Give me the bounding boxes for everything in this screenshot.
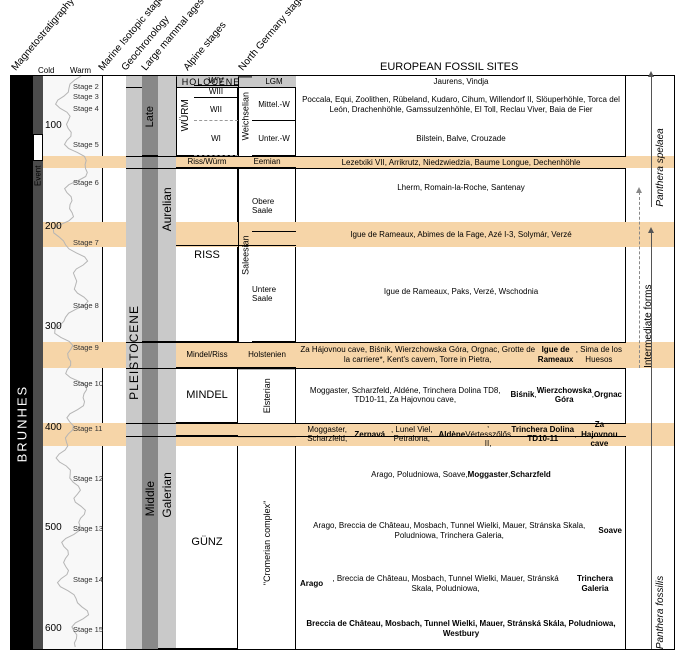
ytick: 600 <box>45 623 62 634</box>
fossil-row: Poccala, Equi, Zoolithen, Rübeland, Kuda… <box>296 88 626 121</box>
riss-midline <box>176 245 296 246</box>
pleistocene-label: PLEISTOCENE <box>126 177 142 529</box>
ytick: 200 <box>45 221 62 232</box>
stage-label: Stage 14 <box>73 575 103 584</box>
divider <box>126 423 626 424</box>
stage-label: Stage 5 <box>73 140 99 149</box>
fossil-row: Lezetxiki VII, Arrikrutz, Niedzwiedzia, … <box>296 156 626 168</box>
mammal-aurelian-label: Aurelian <box>158 76 176 342</box>
mammal-late-label: Late <box>142 76 158 156</box>
ngerm-holstenien: Holstenien <box>238 342 296 367</box>
stage-label: Stage 12 <box>73 474 103 483</box>
alpine-sub: WII <box>194 98 238 121</box>
stage-label: Stage 4 <box>73 104 99 113</box>
fossil-row: Moggaster, Scharzfeld, Aldéne, Trinchera… <box>296 368 626 423</box>
alpine-sub: WI <box>194 121 238 156</box>
alpine-mindel: MINDEL <box>176 368 238 423</box>
header-magneto: Magnetostratigraphy <box>10 0 77 73</box>
species-arrow <box>651 232 652 649</box>
stage-label: Stage 6 <box>73 178 99 187</box>
alpine-mindelriss: Mindel/Riss <box>176 342 238 367</box>
stratigraphic-chart: MagnetostratigraphyMarine Isotopic stage… <box>0 0 685 660</box>
species-label: Panthera spelaea <box>655 86 666 207</box>
divider <box>126 436 626 437</box>
arrowhead-icon <box>636 187 642 193</box>
ngerm-lgm: LGM <box>252 76 296 88</box>
fossil-row: Za Hájovnou cave, Biśnik, Wierzchowska G… <box>296 342 626 367</box>
fossil-row: Breccia de Château, Mosbach, Tunnel Wiel… <box>296 609 626 649</box>
column-headers: MagnetostratigraphyMarine Isotopic stage… <box>0 0 685 75</box>
stage-label: Stage 11 <box>73 424 102 433</box>
alpine-sub: WIII <box>194 86 238 98</box>
stage-label: Stage 13 <box>73 524 103 533</box>
divider <box>126 342 626 343</box>
species-label: Panthera fossilis <box>655 242 666 649</box>
alpine-riss: RISS <box>176 168 238 342</box>
ngerm-oberesaale: Obere Saale <box>252 182 296 232</box>
fossil-row: Lherm, Romain-la-Roche, Santenay <box>296 168 626 206</box>
mammal-middle-label: Middle <box>142 368 158 629</box>
fossil-title: EUROPEAN FOSSIL SITES <box>380 61 518 73</box>
ytick: 500 <box>45 522 62 533</box>
fossil-row: Bilstein, Balve, Crouzade <box>296 121 626 156</box>
fossil-row: Igue de Rameaux, Paks, Verzé, Wschodnia <box>296 257 626 327</box>
stage-label: Stage 3 <box>73 92 99 101</box>
stage-label: Stage 2 <box>73 82 99 91</box>
ytick: 100 <box>45 120 62 131</box>
ngerm-mittelw: Mittel.-W <box>252 88 296 121</box>
species-arrow-dashed <box>639 192 640 368</box>
stage-label: Stage 15 <box>73 625 103 634</box>
fossil-row: Jaurens, Vindja <box>296 76 626 88</box>
divider <box>126 156 626 157</box>
brunhes-label: BRUNHES <box>11 197 33 649</box>
alpine-wrm: WÜRMWIVWIIIWIIWI <box>176 76 238 156</box>
ngerm-elsterian: Elsterian <box>238 368 296 423</box>
mammal-galerian-label: Galerian <box>158 342 176 649</box>
divider <box>126 368 626 369</box>
alpine-gnz: GÜNZ <box>176 436 238 649</box>
ytick: 300 <box>45 321 62 332</box>
header-alpine: Alpine stages <box>182 20 229 73</box>
ngerm-unterw: Unter.-W <box>252 121 296 156</box>
alpine-sub: WIV <box>194 76 238 86</box>
fossil-row: Arago, Breccia de Château, Mosbach, Tunn… <box>296 503 626 558</box>
ngerm-eemian: Eemian <box>238 156 296 168</box>
header-warm: Warm <box>70 66 91 75</box>
stage-label: Stage 7 <box>73 238 99 247</box>
divider <box>126 168 626 169</box>
stage-label: Stage 8 <box>73 301 99 310</box>
fossil-row: Arago, Breccia de Château, Mosbach, Tunn… <box>296 559 626 609</box>
ngerm-saleesian: Saleesian <box>238 168 252 342</box>
fossil-row: Moggaster, Scharzfeld, Zernavá, Lunel Vi… <box>296 423 626 446</box>
ngerm-unteresaale: Untere Saale <box>252 247 296 343</box>
ngerm-weichselian: Weichselian <box>238 76 252 156</box>
ngerm-cromeriancomplex: "Cromerian complex" <box>238 436 296 649</box>
fossil-row: Arago, Poludniowa, Soave, Moggaster, Sch… <box>296 446 626 503</box>
header-cold: Cold <box>38 66 54 75</box>
fossil-row: Igue de Rameaux, Abimes de la Fage, Azé … <box>296 222 626 247</box>
alpine-gap <box>176 423 238 436</box>
ytick: 400 <box>45 422 62 433</box>
alpine-risswrm: Riss/Würm <box>176 156 238 168</box>
header-ngerm: North Germany stages <box>237 0 310 73</box>
stage-label: Stage 9 <box>73 343 99 352</box>
arrowhead-icon <box>648 71 654 77</box>
stage-label: Stage 10 <box>73 379 103 388</box>
arrowhead-icon <box>648 227 654 233</box>
isotopic-curve <box>43 76 103 649</box>
chart-body: HOLOCENEBRUNHESEvent100200300400500600St… <box>10 75 675 650</box>
species-arrow <box>651 76 652 207</box>
